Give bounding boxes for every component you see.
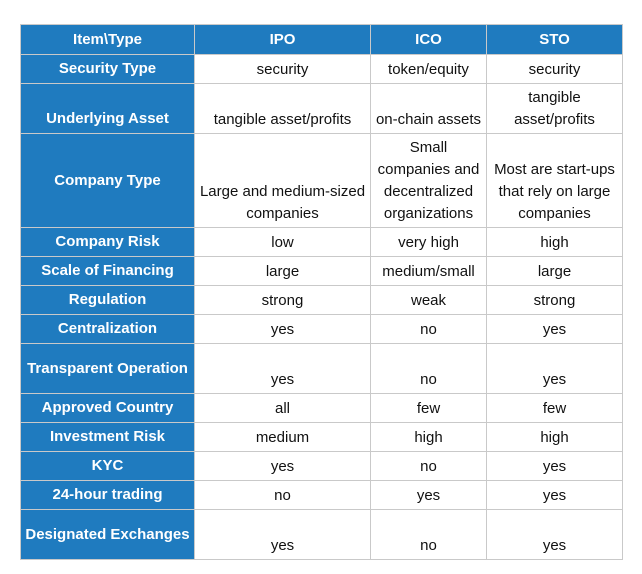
- cell-ico: no: [370, 314, 487, 344]
- table-row: Investment Risk medium high high: [20, 422, 623, 452]
- cell-sto: security: [486, 54, 623, 84]
- comparison-table: Item\Type IPO ICO STO Security Type secu…: [20, 24, 623, 560]
- cell-sto: high: [486, 227, 623, 257]
- cell-sto: Most are start-ups that rely on large co…: [486, 133, 623, 228]
- cell-ico: very high: [370, 227, 487, 257]
- cell-ipo: yes: [194, 509, 371, 560]
- cell-ipo: yes: [194, 451, 371, 481]
- cell-ipo: yes: [194, 314, 371, 344]
- cell-ico: no: [370, 343, 487, 394]
- cell-ico: on-chain assets: [370, 83, 487, 134]
- cell-sto: strong: [486, 285, 623, 315]
- cell-sto: tangible asset/profits: [486, 83, 623, 134]
- cell-ipo: all: [194, 393, 371, 423]
- cell-sto: yes: [486, 509, 623, 560]
- row-label: Investment Risk: [20, 422, 195, 452]
- row-label: KYC: [20, 451, 195, 481]
- table-row: 24-hour trading no yes yes: [20, 480, 623, 510]
- cell-sto: large: [486, 256, 623, 286]
- table-row: KYC yes no yes: [20, 451, 623, 481]
- row-label: Scale of Financing: [20, 256, 195, 286]
- row-label: Regulation: [20, 285, 195, 315]
- row-label: Underlying Asset: [20, 83, 195, 134]
- cell-ipo: strong: [194, 285, 371, 315]
- header-item-type: Item\Type: [20, 24, 195, 55]
- table-row: Underlying Asset tangible asset/profits …: [20, 83, 623, 134]
- cell-ipo: low: [194, 227, 371, 257]
- header-ipo: IPO: [194, 24, 371, 55]
- row-label: Company Risk: [20, 227, 195, 257]
- row-label: Designated Exchanges: [20, 509, 195, 560]
- cell-sto: high: [486, 422, 623, 452]
- table-row: Designated Exchanges yes no yes: [20, 509, 623, 560]
- header-ico: ICO: [370, 24, 487, 55]
- cell-ico: weak: [370, 285, 487, 315]
- cell-sto: few: [486, 393, 623, 423]
- table-row: Regulation strong weak strong: [20, 285, 623, 315]
- cell-ipo: Large and medium-sized companies: [194, 133, 371, 228]
- header-row: Item\Type IPO ICO STO: [20, 24, 623, 55]
- table-row: Centralization yes no yes: [20, 314, 623, 344]
- table-row: Approved Country all few few: [20, 393, 623, 423]
- row-label: Centralization: [20, 314, 195, 344]
- cell-ipo: no: [194, 480, 371, 510]
- cell-ico: Small companies and decentralized organi…: [370, 133, 487, 228]
- cell-ipo: tangible asset/profits: [194, 83, 371, 134]
- table-row: Company Risk low very high high: [20, 227, 623, 257]
- table-row: Company Type Large and medium-sized comp…: [20, 133, 623, 228]
- cell-ipo: large: [194, 256, 371, 286]
- cell-sto: yes: [486, 343, 623, 394]
- cell-ipo: medium: [194, 422, 371, 452]
- cell-ico: yes: [370, 480, 487, 510]
- table-row: Scale of Financing large medium/small la…: [20, 256, 623, 286]
- row-label: Security Type: [20, 54, 195, 84]
- cell-sto: yes: [486, 480, 623, 510]
- row-label: Transparent Operation: [20, 343, 195, 394]
- cell-ico: few: [370, 393, 487, 423]
- cell-sto: yes: [486, 451, 623, 481]
- cell-ico: no: [370, 509, 487, 560]
- row-label: 24-hour trading: [20, 480, 195, 510]
- cell-ipo: security: [194, 54, 371, 84]
- cell-ico: token/equity: [370, 54, 487, 84]
- row-label: Company Type: [20, 133, 195, 228]
- cell-ipo: yes: [194, 343, 371, 394]
- table-row: Transparent Operation yes no yes: [20, 343, 623, 394]
- table-row: Security Type security token/equity secu…: [20, 54, 623, 84]
- cell-ico: no: [370, 451, 487, 481]
- cell-ico: medium/small: [370, 256, 487, 286]
- header-sto: STO: [486, 24, 623, 55]
- cell-ico: high: [370, 422, 487, 452]
- row-label: Approved Country: [20, 393, 195, 423]
- cell-sto: yes: [486, 314, 623, 344]
